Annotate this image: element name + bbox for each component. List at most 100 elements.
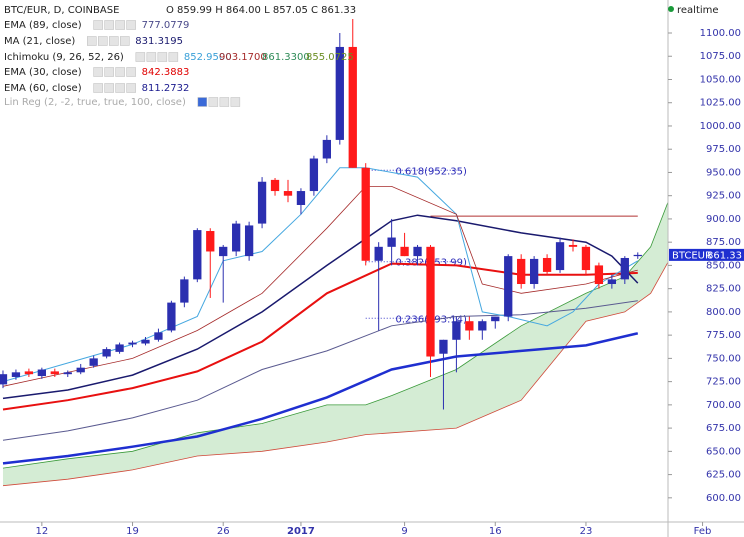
legend-button[interactable] (104, 83, 114, 93)
indicator-line (2, 186, 638, 387)
y-tick-label: 625.00 (706, 470, 741, 481)
candle-body (335, 46, 344, 140)
legend-button[interactable] (135, 52, 146, 62)
candle-body (517, 258, 526, 285)
legend-button[interactable] (126, 83, 136, 93)
candle-body (439, 339, 448, 354)
candle-body (76, 367, 85, 373)
price-tag-bg (669, 248, 744, 261)
legend-value: 861.3300 (262, 52, 310, 63)
candle-body (206, 231, 215, 252)
legend-button[interactable] (168, 52, 179, 62)
legend-value: 831.3195 (135, 36, 183, 47)
candle-body (374, 246, 383, 261)
y-tick-label: 950.00 (706, 167, 741, 178)
candle-body (555, 242, 565, 271)
legend-name[interactable]: Ichimoku (9, 26, 52, 26) (4, 52, 124, 63)
candle-body (167, 302, 176, 331)
legend-button[interactable] (104, 67, 114, 77)
y-tick-label: 750.00 (706, 353, 741, 364)
y-tick-label: 900.00 (706, 214, 741, 225)
legend-name[interactable]: EMA (60, close) (4, 83, 82, 94)
candle-body (620, 257, 629, 280)
candle-body (568, 244, 578, 247)
y-tick-label: 925.00 (706, 191, 741, 202)
legend-button[interactable] (146, 52, 157, 62)
indicator-line (2, 262, 638, 411)
legend-button[interactable] (115, 20, 125, 30)
candle-body (309, 158, 319, 192)
legend-button[interactable] (93, 83, 103, 93)
y-tick-label: 1025.00 (700, 98, 741, 109)
y-tick-label: 875.00 (706, 237, 741, 248)
price-tag-value: 861.33 (707, 250, 742, 261)
legend-button[interactable] (219, 97, 230, 107)
legend-button[interactable] (98, 36, 108, 46)
legend-value: 852.9500 (184, 52, 232, 63)
legend-name[interactable]: EMA (30, close) (4, 67, 82, 78)
legend-button[interactable] (157, 52, 168, 62)
candle-body (478, 321, 487, 331)
candle-body (193, 230, 202, 280)
legend-value: 903.1700 (219, 52, 267, 63)
ohlc: O 859.99 H 864.00 L 857.05 C 861.33 (166, 5, 356, 16)
legend-name[interactable]: EMA (89, close) (4, 20, 82, 31)
candle-body (63, 372, 72, 375)
x-tick-label: 23 (580, 526, 593, 537)
y-tick-label: 1050.00 (700, 74, 741, 85)
legend-button[interactable] (93, 67, 103, 77)
legend-button[interactable] (93, 20, 103, 30)
candle-body (0, 374, 8, 385)
candle-body (37, 369, 46, 377)
x-tick-label: 12 (35, 526, 48, 537)
indicator-line (2, 300, 638, 441)
legend-button[interactable] (230, 97, 241, 107)
legend-name[interactable]: Lin Reg (2, -2, true, true, 100, close) (4, 97, 186, 108)
legend-button[interactable] (126, 20, 136, 30)
x-tick-label: 26 (217, 526, 230, 537)
candle-body (361, 167, 370, 261)
legend-button[interactable] (126, 67, 136, 77)
x-tick-label: 2017 (287, 526, 315, 537)
candle-body (413, 246, 422, 257)
plot-area: 0.618(952.35)0.382(853.99)0.236(793.14) (0, 19, 668, 487)
y-tick-label: 650.00 (706, 446, 741, 457)
legend-name[interactable]: MA (21, close) (4, 36, 75, 47)
candle-body (180, 279, 189, 303)
legend-button[interactable] (208, 97, 219, 107)
candle-body (426, 246, 435, 357)
y-tick-label: 800.00 (706, 307, 741, 318)
x-tick-label: Feb (694, 526, 712, 537)
legend-button[interactable] (104, 20, 114, 30)
indicator-line (2, 332, 639, 465)
legend-button[interactable] (87, 36, 97, 46)
legend-button[interactable] (115, 83, 125, 93)
candle-body (128, 342, 137, 345)
candle-body (594, 265, 604, 285)
candle-body (400, 246, 409, 257)
candle-body (283, 191, 293, 196)
legend-button[interactable] (120, 36, 130, 46)
candle-body (607, 279, 617, 285)
legend-value: 811.2732 (142, 83, 190, 94)
x-tick-label: 19 (126, 526, 139, 537)
candle-body (529, 258, 539, 285)
legend-button[interactable] (109, 36, 119, 46)
x-tick-label: 9 (401, 526, 407, 537)
candle-body (465, 321, 474, 331)
candle-body (452, 321, 461, 340)
candle-body (115, 344, 124, 352)
y-tick-label: 1100.00 (700, 28, 741, 39)
y-tick-label: 775.00 (706, 330, 741, 341)
candle-body (11, 372, 21, 377)
candle-body (89, 358, 98, 366)
candle-body (244, 225, 254, 257)
legend-button[interactable] (115, 67, 125, 77)
legend-button[interactable] (197, 97, 208, 107)
candle-body (154, 332, 163, 340)
y-tick-label: 700.00 (706, 400, 741, 411)
status-dot (668, 6, 674, 12)
y-tick-label: 725.00 (706, 377, 741, 388)
candle-body (504, 256, 513, 317)
